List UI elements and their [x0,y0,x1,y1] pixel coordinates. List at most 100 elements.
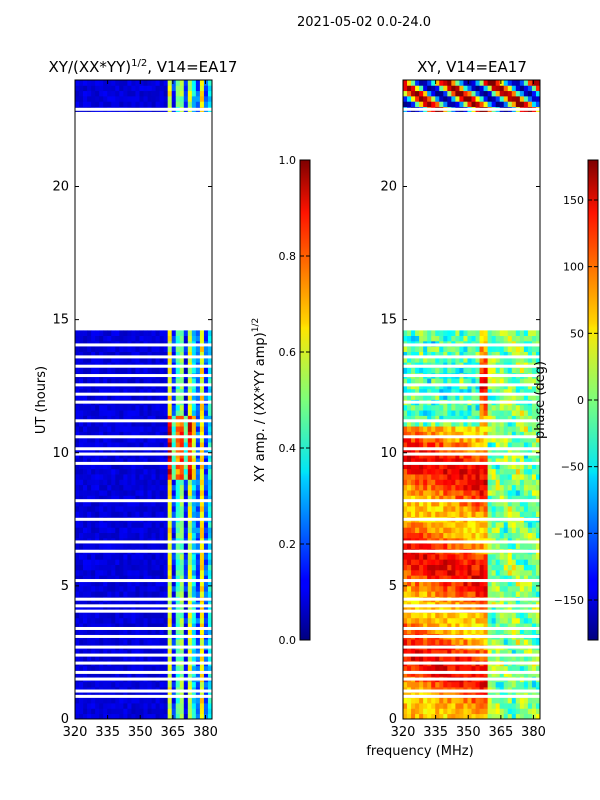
heatmap-cell [427,703,432,709]
heatmap-cell [411,553,416,560]
heatmap-cell [203,378,209,384]
heatmap-cell [171,575,177,581]
heatmap-cell [155,383,161,390]
heatmap-cell [179,703,185,709]
heatmap-cell [87,713,92,720]
heatmap-cell [171,612,177,619]
heatmap-cell [115,559,120,565]
heatmap-cell [171,356,177,363]
heatmap-cell [131,713,136,720]
heatmap-cell [531,575,537,581]
heatmap-cell [135,410,140,416]
heatmap-cell [167,697,173,704]
heatmap-cell [199,506,205,512]
heatmap-cell [487,671,493,677]
heatmap-cell [163,697,169,704]
heatmap-cell [499,527,505,534]
heatmap-cell [159,511,165,518]
heatmap-cell [119,713,124,720]
heatmap-cell [119,585,124,592]
heatmap-cell [439,511,444,518]
heatmap-cell [91,474,96,480]
heatmap-cell [523,436,529,443]
heatmap-cell [135,101,140,108]
heatmap-cell [423,394,428,400]
heatmap-cell [163,703,169,709]
heatmap-cell [103,521,108,528]
heatmap-cell [499,665,505,672]
heatmap-cell [535,639,541,645]
heatmap-cell [103,394,108,400]
heatmap-cell [111,80,116,86]
heatmap-cell [439,649,444,656]
heatmap-cell [487,495,493,502]
heatmap-cell [507,649,513,656]
heatmap-cell [491,420,497,427]
heatmap-cell [163,330,169,336]
heatmap-cell [523,431,529,438]
heatmap-cell [95,85,100,92]
heatmap-cell [195,569,201,576]
heatmap-cell [75,500,80,507]
heatmap-cell [151,367,156,374]
heatmap-cell [203,351,209,358]
heatmap-cell [527,553,533,560]
heatmap-cell [127,367,132,374]
heatmap-cell [159,623,165,629]
heatmap-cell [75,85,80,92]
heatmap-cell [511,420,517,427]
heatmap-cell [451,617,456,624]
heatmap-cell [99,623,104,629]
heatmap-cell [123,612,128,619]
heatmap-cell [459,420,464,427]
heatmap-cell [183,330,189,336]
heatmap-cell [147,495,152,502]
heatmap-cell [435,394,440,400]
heatmap-cell [155,612,161,619]
heatmap-cell [175,506,181,512]
heatmap-cell [167,463,173,470]
heatmap-cell [183,95,189,102]
heatmap-cell [143,442,148,448]
heatmap-cell [491,553,497,560]
heatmap-cell [203,569,209,576]
heatmap-cell [123,569,128,576]
heatmap-cell [535,527,541,534]
heatmap-cell [431,420,436,427]
heatmap-cell [487,580,493,587]
heatmap-cell [495,532,501,539]
heatmap-cell [203,506,209,512]
heatmap-cell [123,426,128,432]
heatmap-cell [75,697,80,704]
heatmap-cell [111,697,116,704]
heatmap-cell [155,623,161,629]
heatmap-cell [83,617,88,624]
heatmap-cell [199,80,205,86]
heatmap-cell [423,580,428,587]
heatmap-cell [119,351,124,358]
heatmap-cell [143,703,148,709]
heatmap-cell [431,426,436,432]
heatmap-cell [155,356,161,363]
heatmap-cell [159,543,165,549]
heatmap-cell [407,442,412,448]
heatmap-cell [427,500,432,507]
heatmap-cell [195,521,201,528]
heatmap-cell [527,628,533,635]
heatmap-cell [147,356,152,363]
heatmap-cell [119,703,124,709]
heatmap-cell [199,90,205,97]
heatmap-cell [119,474,124,480]
heatmap-cell [499,703,505,709]
heatmap-cell [159,415,165,422]
heatmap-cell [87,703,92,709]
heatmap-cell [419,697,424,704]
heatmap-cell [159,521,165,528]
heatmap-cell [167,410,173,416]
heatmap-cell [463,553,468,560]
heatmap-cell [535,617,541,624]
heatmap-cell [131,426,136,432]
heatmap-cell [199,394,205,400]
heatmap-cell [507,420,513,427]
heatmap-cell [467,511,472,518]
